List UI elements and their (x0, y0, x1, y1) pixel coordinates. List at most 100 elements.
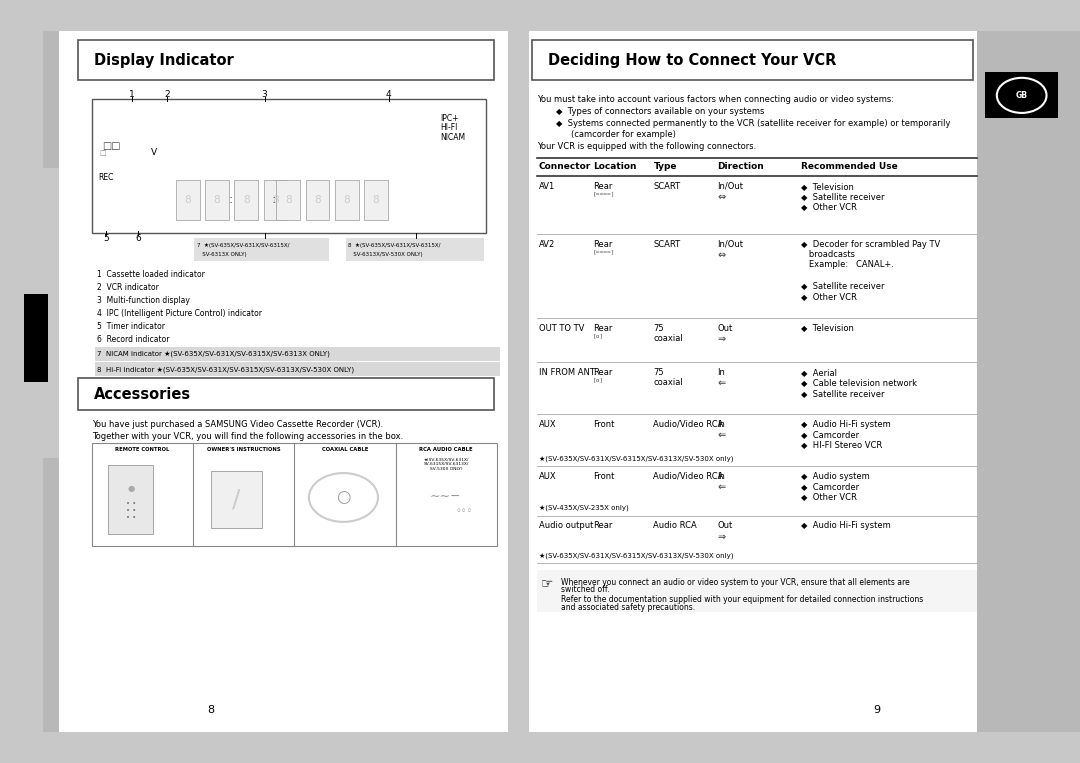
Text: ∼∼−: ∼∼− (429, 489, 461, 503)
Text: 8: 8 (373, 195, 379, 205)
Text: 8: 8 (243, 195, 249, 205)
Text: Deciding How to Connect Your VCR: Deciding How to Connect Your VCR (548, 53, 836, 68)
Text: 5: 5 (103, 233, 109, 243)
Text: Audio/Video RCA: Audio/Video RCA (653, 420, 724, 429)
Text: 1: 1 (129, 90, 135, 99)
Text: Front: Front (593, 420, 615, 429)
Bar (306, 180, 329, 220)
Bar (211, 471, 262, 528)
Text: 2  VCR indicator: 2 VCR indicator (97, 283, 159, 292)
Text: :: : (271, 193, 275, 207)
Bar (529, 31, 977, 732)
Text: AV1: AV1 (539, 182, 555, 191)
Text: 4  IPC (Intelligent Picture Control) indicator: 4 IPC (Intelligent Picture Control) indi… (97, 309, 262, 318)
Text: SV-6313X ONLY): SV-6313X ONLY) (197, 252, 246, 256)
Text: AV2: AV2 (539, 240, 555, 249)
Bar (346, 238, 484, 261)
Bar (532, 40, 973, 80)
Bar (43, 31, 200, 168)
Text: Recommended Use: Recommended Use (801, 162, 899, 171)
Bar (985, 72, 1058, 118)
Text: Out: Out (717, 521, 732, 530)
Text: 9: 9 (874, 705, 880, 716)
Text: Rear: Rear (593, 240, 612, 249)
Text: RCA AUDIO CABLE: RCA AUDIO CABLE (419, 447, 473, 452)
Text: Together with your VCR, you will find the following accessories in the box.: Together with your VCR, you will find th… (92, 432, 403, 441)
Text: ⇐: ⇐ (717, 482, 726, 492)
Text: 8: 8 (272, 195, 279, 205)
Text: Front: Front (593, 472, 615, 481)
Text: ⇐: ⇐ (717, 430, 726, 440)
Text: ◦◦◦: ◦◦◦ (456, 506, 473, 517)
Text: GB: GB (1015, 91, 1028, 100)
Text: In: In (717, 420, 725, 429)
Text: ◆  Audio Hi-Fi system
◆  Camcorder
◆  HI-FI Stereo VCR: ◆ Audio Hi-Fi system ◆ Camcorder ◆ HI-FI… (801, 420, 891, 449)
Text: [o]: [o] (593, 378, 604, 383)
Text: In: In (717, 368, 725, 377)
Bar (264, 180, 287, 220)
Bar (234, 180, 258, 220)
Text: ⇐: ⇐ (717, 378, 726, 388)
Text: ⇒: ⇒ (717, 334, 726, 344)
Text: SCART: SCART (653, 182, 680, 191)
Text: (camcorder for example): (camcorder for example) (571, 130, 676, 139)
Text: 8: 8 (214, 195, 220, 205)
Bar (194, 238, 329, 261)
Text: 2: 2 (164, 90, 171, 99)
Text: 75
coaxial: 75 coaxial (653, 324, 684, 343)
Text: In: In (717, 472, 725, 481)
Text: REC: REC (98, 172, 113, 182)
Text: □□: □□ (102, 141, 121, 152)
Text: ◆  Aerial
◆  Cable television network
◆  Satellite receiver: ◆ Aerial ◆ Cable television network ◆ Sa… (801, 368, 917, 398)
Text: ⇔: ⇔ (717, 250, 726, 260)
Text: 8: 8 (343, 195, 350, 205)
Bar (92, 99, 486, 233)
Text: 5  Timer indicator: 5 Timer indicator (97, 322, 165, 331)
Bar (24, 294, 48, 382)
Text: 75
coaxial: 75 coaxial (653, 368, 684, 387)
Bar (78, 378, 494, 410)
Text: You have just purchased a SAMSUNG Video Cassette Recorder (VCR).: You have just purchased a SAMSUNG Video … (92, 420, 383, 430)
Text: OUT TO TV: OUT TO TV (539, 324, 584, 333)
Text: Your VCR is equipped with the following connectors.: Your VCR is equipped with the following … (537, 142, 756, 151)
Text: 7  ★(SV-635X/SV-631X/SV-6315X/: 7 ★(SV-635X/SV-631X/SV-6315X/ (197, 243, 289, 249)
Text: [====]: [====] (593, 192, 616, 197)
Text: ◆  Types of connectors available on your systems: ◆ Types of connectors available on your … (556, 107, 765, 116)
Text: IN FROM ANT.: IN FROM ANT. (539, 368, 596, 377)
Text: Rear: Rear (593, 324, 612, 333)
Text: Whenever you connect an audio or video system to your VCR, ensure that all eleme: Whenever you connect an audio or video s… (561, 578, 909, 587)
Text: 8: 8 (185, 195, 191, 205)
Text: In/Out: In/Out (717, 240, 743, 249)
Text: 8  Hi-Fi indicator ★(SV-635X/SV-631X/SV-6315X/SV-6313X/SV-530X ONLY): 8 Hi-Fi indicator ★(SV-635X/SV-631X/SV-6… (97, 366, 354, 372)
Bar (92, 443, 497, 546)
Text: SCART: SCART (653, 240, 680, 249)
Bar (537, 570, 977, 612)
Text: and associated safety precautions.: and associated safety precautions. (561, 603, 694, 612)
Text: Direction: Direction (717, 162, 764, 171)
Text: Type: Type (653, 162, 677, 171)
Polygon shape (848, 687, 906, 719)
Text: Refer to the documentation supplied with your equipment for detailed connection : Refer to the documentation supplied with… (561, 595, 922, 604)
Bar (686, 534, 832, 732)
Text: HI-FI: HI-FI (441, 123, 458, 132)
Text: ●: ● (127, 484, 134, 493)
Text: Rear: Rear (593, 182, 612, 191)
Text: Accessories: Accessories (94, 387, 191, 402)
Text: Connector: Connector (539, 162, 591, 171)
Text: Audio output: Audio output (539, 521, 593, 530)
Text: You must take into account various factors when connecting audio or video system: You must take into account various facto… (537, 95, 894, 104)
Text: □: □ (99, 150, 106, 156)
Text: Rear: Rear (593, 521, 612, 530)
Text: ○: ○ (336, 488, 351, 507)
Text: ◆  Systems connected permanently to the VCR (satellite receiver for example) or : ◆ Systems connected permanently to the V… (556, 119, 950, 128)
Text: V: V (151, 148, 158, 157)
Text: ☞: ☞ (541, 577, 554, 591)
Bar (686, 31, 832, 214)
Text: IPC+: IPC+ (441, 114, 459, 123)
Bar (977, 31, 1080, 732)
Text: ★(SV-635X/SV-631X/SV-6315X/SV-6313X/SV-530X only): ★(SV-635X/SV-631X/SV-6315X/SV-6313X/SV-5… (539, 552, 733, 559)
Bar (95, 362, 500, 376)
Bar (78, 40, 494, 80)
Text: AUX: AUX (539, 472, 556, 481)
Text: COAXIAL CABLE: COAXIAL CABLE (322, 447, 368, 452)
